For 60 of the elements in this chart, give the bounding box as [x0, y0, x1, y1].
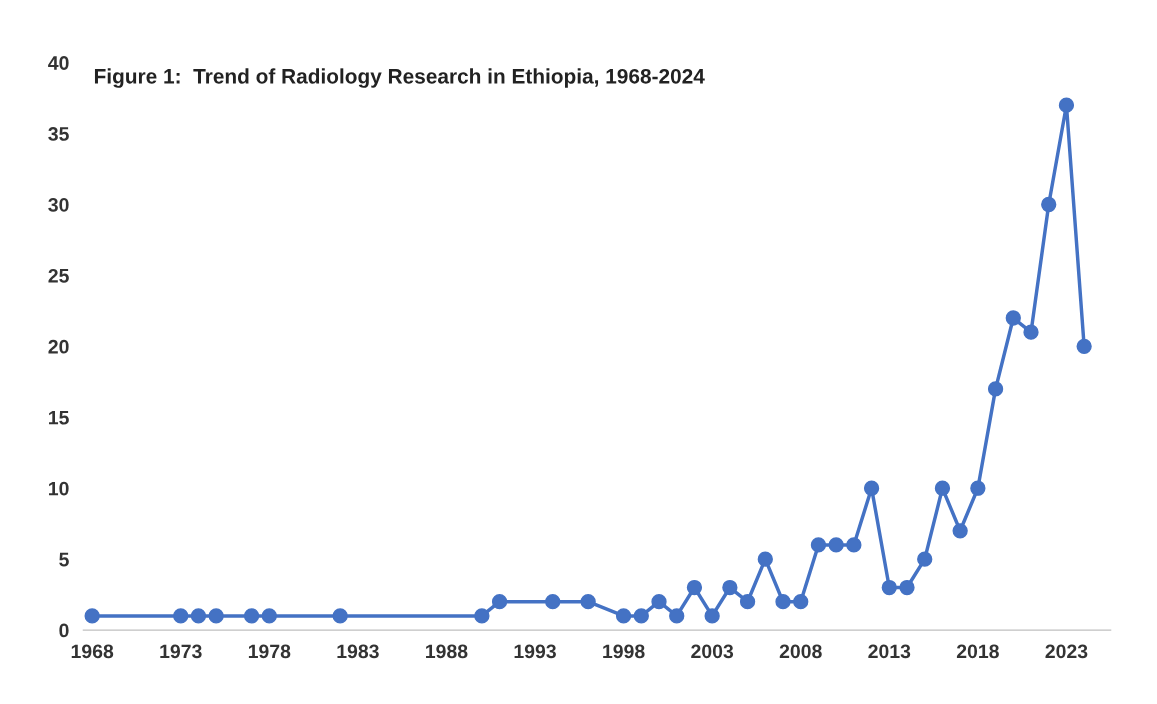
- point: [1058, 97, 1075, 113]
- x-tick-label: 1968: [71, 644, 114, 659]
- x-tick-label: 1978: [248, 644, 291, 659]
- y-tick-label: 20: [48, 339, 69, 354]
- point: [173, 608, 189, 624]
- point: [863, 480, 880, 496]
- point: [704, 608, 720, 624]
- point: [987, 381, 1004, 397]
- point: [243, 608, 260, 624]
- point: [722, 579, 738, 596]
- point: [190, 608, 207, 624]
- point: [208, 608, 224, 624]
- point: [810, 537, 827, 553]
- y-tick-label: 15: [49, 410, 69, 425]
- point: [84, 608, 100, 624]
- x-tick-label: 1983: [337, 644, 379, 659]
- y-tick-label: 25: [48, 268, 69, 283]
- y-tick-label: 0: [59, 623, 69, 638]
- y-tick-label: 10: [49, 481, 69, 496]
- point: [633, 608, 649, 624]
- point: [686, 579, 703, 596]
- point: [491, 594, 508, 610]
- point: [899, 579, 915, 596]
- x-tick-label: 1988: [426, 644, 468, 659]
- point: [828, 537, 844, 553]
- x-tick-label: 2008: [779, 644, 822, 659]
- point: [1076, 338, 1092, 355]
- point: [934, 480, 951, 496]
- point: [545, 594, 561, 610]
- x-tick-label: 1973: [160, 644, 202, 659]
- point: [651, 594, 667, 610]
- point: [846, 537, 862, 553]
- y-tick-label: 40: [48, 56, 69, 70]
- point: [757, 551, 773, 567]
- y-tick-label: 35: [48, 127, 69, 141]
- point: [1041, 196, 1057, 213]
- y-tick-label: 5: [59, 552, 69, 567]
- x-tick-label: 2018: [956, 644, 999, 659]
- point: [474, 608, 490, 624]
- x-tick-label: 2023: [1045, 644, 1088, 659]
- point: [775, 594, 791, 610]
- point: [881, 579, 897, 596]
- point: [580, 594, 596, 610]
- point: [1023, 324, 1039, 340]
- point: [739, 594, 756, 610]
- point: [793, 594, 809, 610]
- point: [261, 608, 277, 624]
- point: [917, 551, 933, 567]
- x-tick-label: 2003: [691, 644, 734, 659]
- y-tick-label: 30: [48, 197, 69, 212]
- point: [1005, 310, 1021, 326]
- point: [669, 608, 685, 624]
- chart-title: Figure 1: Trend of Radiology Research in Ethiopia, 1968-2024: [94, 68, 705, 88]
- point: [952, 523, 968, 539]
- x-tick-label: 1993: [514, 644, 556, 659]
- point: [332, 608, 348, 624]
- x-tick-label: 1998: [603, 644, 645, 659]
- point: [970, 480, 986, 496]
- x-tick-label: 2013: [868, 644, 911, 659]
- point: [615, 608, 632, 624]
